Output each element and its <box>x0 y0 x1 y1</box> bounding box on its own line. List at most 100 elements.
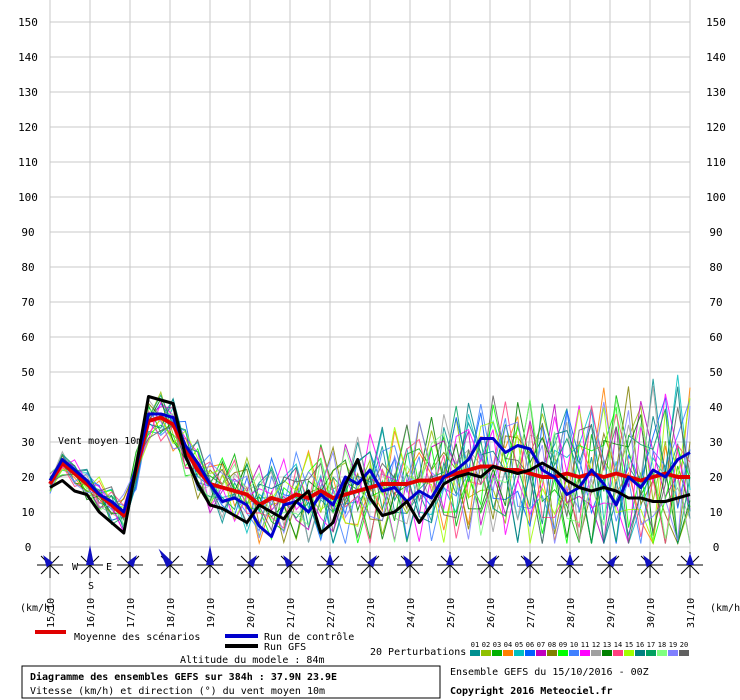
x-tick-label: 31/10 <box>686 598 697 628</box>
y-tick-label-left: 20 <box>21 471 34 484</box>
perturbation-swatch <box>558 650 568 656</box>
y-tick-label-right: 60 <box>709 331 722 344</box>
main-series <box>48 395 691 538</box>
wind-direction-icon <box>437 552 463 578</box>
perturbation-number: 09 <box>559 641 567 649</box>
wind-direction-icon <box>317 552 343 578</box>
wind-direction-icon <box>197 545 223 578</box>
y-tick-label-right: 130 <box>706 86 726 99</box>
perturbation-swatch <box>514 650 524 656</box>
wind-direction-icon <box>677 552 703 578</box>
perturbation-number: 12 <box>592 641 600 649</box>
wind-direction-icon <box>597 552 623 578</box>
x-tick-label: 22/10 <box>326 598 337 628</box>
perturbation-legend: 01 02 03 04 05 06 07 08 09 10 11 12 13 14 15 16 17 18 19 20 <box>470 641 689 656</box>
x-tick-label: 29/10 <box>606 598 617 628</box>
perturbation-number: 15 <box>625 641 633 649</box>
perturbation-number: 06 <box>526 641 534 649</box>
y-tick-label-left: 30 <box>21 436 34 449</box>
series-line-mean <box>48 415 690 518</box>
perturbation-number: 17 <box>647 641 655 649</box>
y-unit-right: (km/h) <box>710 603 740 614</box>
x-tick-label: 21/10 <box>286 598 297 628</box>
wind-direction-icon <box>357 552 383 578</box>
x-tick-label: 27/10 <box>526 598 537 628</box>
legend-pert-label: 20 Perturbations <box>370 647 466 658</box>
chart-title: Diagramme des ensembles GEFS sur 384h : … <box>30 671 337 683</box>
x-tick-label: 30/10 <box>646 598 657 628</box>
compass-s-label: S <box>88 581 94 592</box>
perturbation-swatch <box>635 650 645 656</box>
x-tick-label: 20/10 <box>246 598 257 628</box>
x-tick-label: 25/10 <box>446 598 457 628</box>
perturbation-number: 13 <box>603 641 611 649</box>
y-tick-label-left: 80 <box>21 261 34 274</box>
chart-grid <box>49 0 691 600</box>
wind-direction-icon <box>477 552 503 578</box>
perturbation-number: 08 <box>548 641 556 649</box>
y-tick-label-left: 90 <box>21 226 34 239</box>
perturbation-line <box>49 401 691 544</box>
perturbation-number: 04 <box>504 641 512 649</box>
y-unit-left: (km/h) <box>20 603 56 614</box>
y-tick-label-right: 110 <box>706 156 726 169</box>
series-line-control <box>48 412 691 538</box>
y-tick-label-left: 110 <box>18 156 38 169</box>
compass-e-label: E <box>106 562 112 573</box>
y-tick-label-left: 70 <box>21 296 34 309</box>
y-tick-label-left: 10 <box>21 506 34 519</box>
altitude-text: Altitude du modele : 84m <box>180 655 325 666</box>
y-tick-label-left: 150 <box>18 16 38 29</box>
perturbation-swatch <box>602 650 612 656</box>
perturbation-swatch <box>492 650 502 656</box>
y-tick-label-left: 130 <box>18 86 38 99</box>
y-tick-label-right: 40 <box>709 401 722 414</box>
perturbation-swatch <box>547 650 557 656</box>
wind-direction-icon <box>77 545 103 578</box>
legend-control-label: Run de contrôle <box>264 631 354 643</box>
wind-direction-icon <box>117 552 143 578</box>
perturbation-line <box>49 386 691 544</box>
perturbation-number: 19 <box>669 641 677 649</box>
y-tick-label-left: 60 <box>21 331 34 344</box>
perturbation-swatch <box>657 650 667 656</box>
wind-direction-icon <box>397 552 423 578</box>
perturbation-number: 10 <box>570 641 578 649</box>
perturbation-number: 07 <box>537 641 545 649</box>
y-tick-label-right: 80 <box>709 261 722 274</box>
y-tick-label-right: 30 <box>709 436 722 449</box>
y-axis-left: 0 10 20 30 40 50 60 70 80 90 100 110 120 130 140 150 <box>18 16 38 554</box>
wind-direction-icon <box>157 548 183 578</box>
x-tick-label: 16/10 <box>86 598 97 628</box>
wind-direction-icon <box>517 552 543 578</box>
x-tick-label: 24/10 <box>406 598 417 628</box>
perturbation-number: 20 <box>680 641 688 649</box>
y-tick-label-right: 100 <box>706 191 726 204</box>
title-box <box>21 665 441 699</box>
y-tick-label-left: 40 <box>21 401 34 414</box>
x-tick-label: 17/10 <box>126 598 137 628</box>
x-tick-label: 23/10 <box>366 598 377 628</box>
perturbation-number: 05 <box>515 641 523 649</box>
perturbation-swatch <box>580 650 590 656</box>
y-tick-label-right: 140 <box>706 51 726 64</box>
perturbation-line <box>49 397 691 544</box>
perturbation-number: 01 <box>471 641 479 649</box>
legend-gfs-label: Run GFS <box>264 642 306 653</box>
wind-direction-icon <box>637 552 663 578</box>
chart-subtitle: Vitesse (km/h) et direction (°) du vent … <box>30 686 325 697</box>
perturbation-number: 16 <box>636 641 644 649</box>
y-tick-label-right: 50 <box>709 366 722 379</box>
perturbation-swatch <box>613 650 623 656</box>
y-tick-label-left: 100 <box>18 191 38 204</box>
perturbation-number: 18 <box>658 641 666 649</box>
perturbation-swatch <box>679 650 689 656</box>
y-tick-label-right: 0 <box>713 541 720 554</box>
perturbation-swatch <box>481 650 491 656</box>
perturbation-swatch <box>591 650 601 656</box>
wind-direction-icon <box>37 552 63 578</box>
legend-mean-label: Moyenne des scénarios <box>74 631 200 643</box>
perturbation-number: 14 <box>614 641 622 649</box>
x-tick-label: 28/10 <box>566 598 577 628</box>
x-tick-label: 18/10 <box>166 598 177 628</box>
